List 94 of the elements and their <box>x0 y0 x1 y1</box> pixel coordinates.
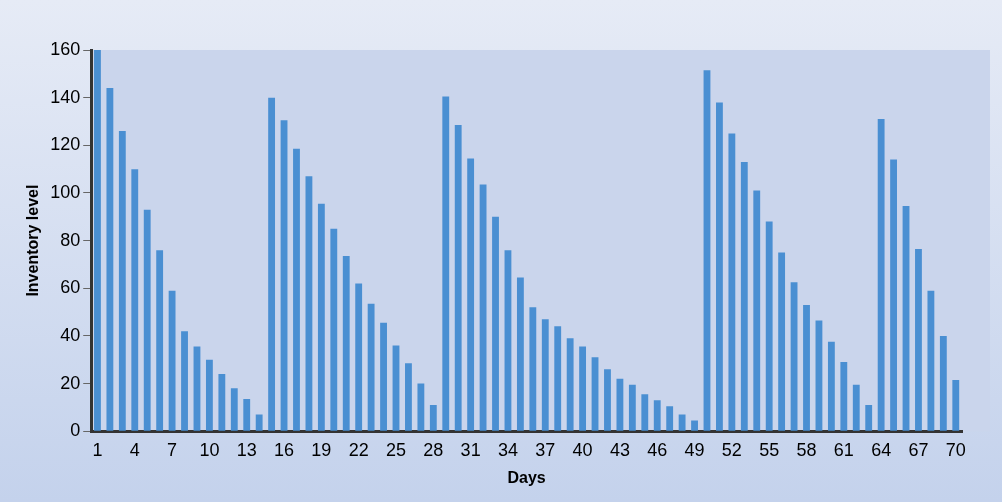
x-tick-label: 58 <box>796 439 817 460</box>
x-tick-label: 70 <box>945 439 966 460</box>
bar <box>230 388 238 431</box>
bar <box>827 341 835 431</box>
bar <box>218 374 226 431</box>
bar <box>740 161 748 431</box>
bar <box>367 303 375 431</box>
bar <box>541 319 549 431</box>
y-tick-label: 140 <box>50 86 81 107</box>
bar <box>852 384 860 431</box>
bar <box>442 96 450 431</box>
bar <box>952 379 960 431</box>
x-tick-label: 22 <box>348 439 369 460</box>
bar <box>342 256 350 431</box>
bar <box>181 331 188 431</box>
x-tick-label: 52 <box>721 439 742 460</box>
x-tick-label: 7 <box>167 439 178 460</box>
bar <box>255 414 263 431</box>
x-tick-label: 16 <box>274 439 295 460</box>
bar <box>268 97 276 431</box>
bar <box>429 404 437 431</box>
bar <box>118 131 126 431</box>
x-tick-label: 31 <box>460 439 481 460</box>
bar <box>405 363 412 431</box>
bar <box>143 209 151 431</box>
x-tick-label: 37 <box>535 439 556 460</box>
bar <box>417 383 425 431</box>
bar <box>168 290 176 431</box>
bar <box>243 399 251 431</box>
bar <box>566 338 574 431</box>
bar <box>691 420 698 431</box>
y-tick-label: 120 <box>50 134 81 155</box>
y-tick-label: 60 <box>60 277 81 298</box>
bar <box>803 304 810 431</box>
bar <box>492 216 499 431</box>
bar <box>765 221 773 431</box>
x-tick-label: 34 <box>497 439 518 460</box>
bar <box>106 88 114 431</box>
bar <box>355 283 363 431</box>
bar <box>554 326 562 431</box>
bar <box>293 148 300 431</box>
x-tick-label: 28 <box>423 439 444 460</box>
x-tick-label: 67 <box>908 439 929 460</box>
y-tick-label: 40 <box>60 324 81 345</box>
bar <box>628 384 636 431</box>
bar <box>666 406 674 431</box>
y-tick-label: 100 <box>50 181 81 202</box>
bar <box>641 394 649 431</box>
x-tick-label: 10 <box>199 439 220 460</box>
y-tick-label: 20 <box>60 372 81 393</box>
bar <box>467 158 475 431</box>
bar <box>728 133 736 431</box>
x-tick-label: 1 <box>92 439 103 460</box>
bar <box>454 125 462 431</box>
x-tick-label: 43 <box>609 439 630 460</box>
y-tick-label: 0 <box>70 420 81 441</box>
bar <box>716 102 723 431</box>
bar <box>778 252 786 431</box>
bar <box>156 250 164 431</box>
bar <box>94 50 101 431</box>
bar <box>890 159 897 431</box>
bar <box>529 307 537 431</box>
x-tick-label: 64 <box>871 439 892 460</box>
y-tick-label: 80 <box>60 229 81 250</box>
bar <box>840 362 848 431</box>
y-tick-label: 160 <box>50 38 81 59</box>
x-tick-label: 46 <box>647 439 668 460</box>
x-tick-label: 40 <box>572 439 593 460</box>
bar <box>753 190 761 431</box>
x-tick-label: 61 <box>833 439 854 460</box>
bar <box>653 400 661 431</box>
bar <box>579 346 587 431</box>
x-axis-title: Days <box>507 468 546 486</box>
x-tick-label: 49 <box>684 439 705 460</box>
bar <box>865 404 873 431</box>
bar <box>205 359 213 431</box>
bar <box>927 290 935 431</box>
x-tick-label: 25 <box>385 439 407 460</box>
bar <box>131 169 139 431</box>
x-tick-label: 4 <box>129 439 140 460</box>
y-axis-title: Inventory level <box>24 184 42 297</box>
bar <box>939 335 947 431</box>
bar <box>516 277 524 431</box>
bar <box>877 119 885 431</box>
x-tick-label: 13 <box>236 439 257 460</box>
bar <box>604 369 611 431</box>
bar <box>915 248 922 431</box>
x-tick-label: 55 <box>759 439 780 460</box>
bar <box>330 228 338 431</box>
bar <box>616 378 624 431</box>
bar <box>317 203 325 431</box>
bar <box>678 414 686 431</box>
bar <box>380 322 387 431</box>
x-tick-label: 19 <box>311 439 332 460</box>
